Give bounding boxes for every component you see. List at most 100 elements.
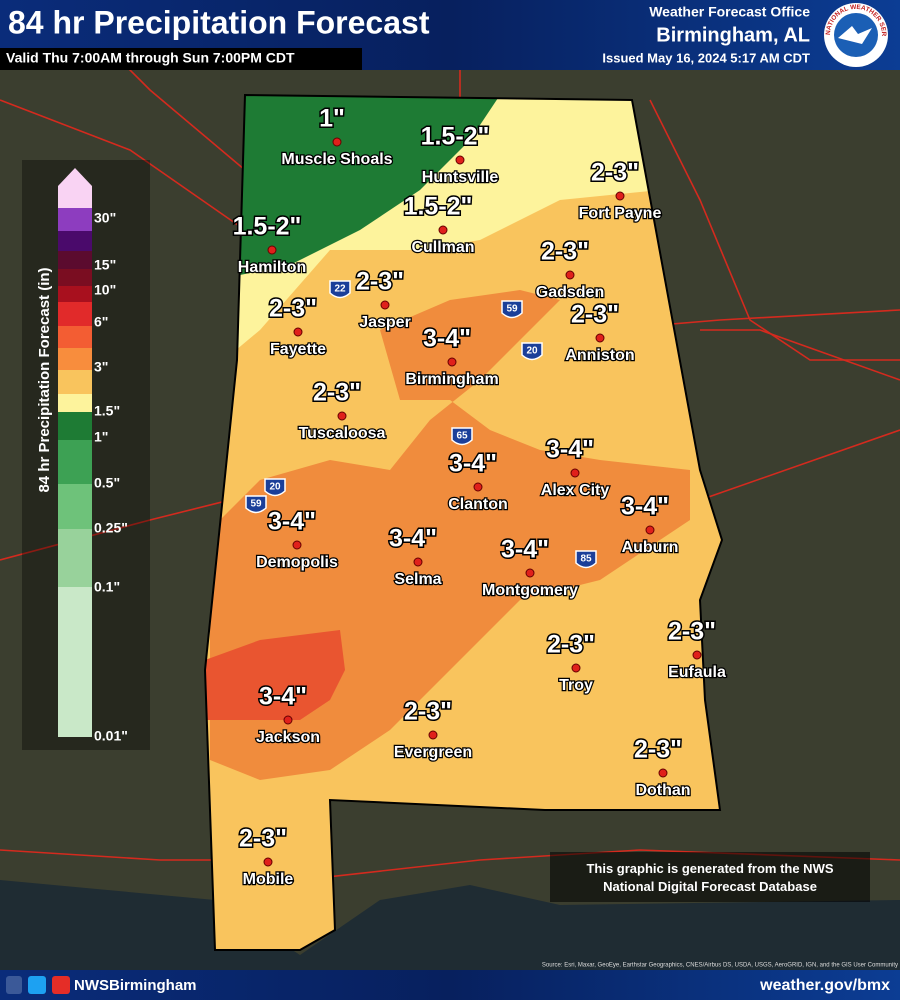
city-dot <box>293 327 303 337</box>
city-dot <box>438 225 448 235</box>
interstate-shield <box>575 550 597 569</box>
city-name: Selma <box>394 571 441 588</box>
legend-label: 6" <box>94 314 108 330</box>
interstate-shield <box>501 300 523 319</box>
city-amount: 3-4" <box>449 450 497 478</box>
issued: Issued May 16, 2024 5:17 AM CDT <box>602 50 810 65</box>
city-name: Troy <box>559 677 593 694</box>
social-handle[interactable]: NWSBirmingham <box>74 977 197 994</box>
city-amount: 2-3" <box>668 618 716 646</box>
interstate-number: 59 <box>506 304 518 315</box>
city-dot <box>571 663 581 673</box>
city-amount: 1.5-2" <box>233 213 302 241</box>
city-amount: 2-3" <box>634 736 682 764</box>
location: Birmingham, AL <box>656 24 810 46</box>
legend-label: 0.5" <box>94 475 120 491</box>
city-dot <box>525 568 535 578</box>
city-amount: 3-4" <box>423 325 471 353</box>
source: Source: Esri, Maxar, GeoEye, Earthstar G… <box>542 963 898 969</box>
city-name: Demopolis <box>256 554 338 571</box>
city-dot <box>283 715 293 725</box>
legend-label: 3" <box>94 359 108 375</box>
city-amount: 2-3" <box>571 301 619 329</box>
city-name: Montgomery <box>482 582 578 599</box>
city-amount: 1.5-2" <box>421 123 490 151</box>
city-name: Evergreen <box>394 744 472 761</box>
legend <box>22 160 150 750</box>
title: 84 hr Precipitation Forecast <box>8 4 430 40</box>
city-name: Jackson <box>256 729 320 746</box>
city-name: Mobile <box>243 871 294 888</box>
interstate-shield <box>521 342 543 361</box>
city-amount: 3-4" <box>501 536 549 564</box>
city-dot <box>447 357 457 367</box>
city-name: Clanton <box>448 496 508 513</box>
interstate-number: 85 <box>580 554 592 565</box>
city-amount: 3-4" <box>268 508 316 536</box>
city-name: Hamilton <box>238 259 306 276</box>
interstate-number: 20 <box>269 482 281 493</box>
interstate-shield <box>264 478 286 497</box>
city-name: Gadsden <box>536 284 604 301</box>
city-amount: 2-3" <box>239 825 287 853</box>
city-dot <box>645 525 655 535</box>
note-box <box>550 852 870 902</box>
city-name: Anniston <box>565 347 634 364</box>
legend-label: 10" <box>94 282 116 298</box>
legend-title: 84 hr Precipitation Forecast (in) <box>36 267 53 492</box>
city-amount: 2-3" <box>547 631 595 659</box>
city-amount: 2-3" <box>591 159 639 187</box>
city-dot <box>332 137 342 147</box>
city-amount: 3-4" <box>546 436 594 464</box>
city-dot <box>263 857 273 867</box>
interstate-number: 20 <box>526 346 538 357</box>
city-dot <box>455 155 465 165</box>
city-dot <box>292 540 302 550</box>
city-name: Cullman <box>411 239 474 256</box>
city-amount: 1.5-2" <box>404 193 473 221</box>
facebook-icon[interactable] <box>6 976 22 994</box>
legend-label: 15" <box>94 257 116 273</box>
city-dot <box>413 557 423 567</box>
city-dot <box>337 411 347 421</box>
youtube-icon[interactable] <box>52 976 70 994</box>
state-outline <box>203 93 724 951</box>
valid-time: Valid Thu 7:00AM through Sun 7:00PM CDT <box>6 50 295 66</box>
city-amount: 2-3" <box>313 379 361 407</box>
city-amount: 2-3" <box>356 268 404 296</box>
interstate-number: 22 <box>334 284 346 295</box>
city-amount: 2-3" <box>404 698 452 726</box>
city-name: Eufaula <box>668 664 726 681</box>
city-name: Dothan <box>635 782 690 799</box>
interstate-shield <box>329 280 351 299</box>
city-name: Muscle Shoals <box>281 151 392 168</box>
legend-label: 0.01" <box>94 728 128 744</box>
city-amount: 2-3" <box>269 295 317 323</box>
city-dot <box>267 245 277 255</box>
city-name: Fayette <box>270 341 326 358</box>
city-name: Jasper <box>359 314 411 331</box>
city-name: Fort Payne <box>579 205 662 222</box>
city-dot <box>570 468 580 478</box>
interstate-shield <box>451 427 473 446</box>
city-amount: 3-4" <box>259 683 307 711</box>
city-dot <box>692 650 702 660</box>
note: This graphic is generated from the NWS Na… <box>586 861 833 894</box>
city-dot <box>565 270 575 280</box>
legend-label: 1" <box>94 429 108 445</box>
legend-label: 1.5" <box>94 403 120 419</box>
twitter-icon[interactable] <box>28 976 46 994</box>
valid-bar <box>0 48 362 70</box>
city-dot <box>473 482 483 492</box>
interstate-number: 59 <box>250 499 262 510</box>
city-dot <box>658 768 668 778</box>
legend-label: 30" <box>94 210 116 226</box>
city-amount: 1" <box>319 105 345 133</box>
city-dot <box>615 191 625 201</box>
interstate-shield <box>245 495 267 514</box>
city-name: Tuscaloosa <box>299 425 386 442</box>
website[interactable]: weather.gov/bmx <box>759 977 890 994</box>
city-amount: 2-3" <box>541 238 589 266</box>
interstate-number: 65 <box>456 431 468 442</box>
city-name: Auburn <box>622 539 679 556</box>
